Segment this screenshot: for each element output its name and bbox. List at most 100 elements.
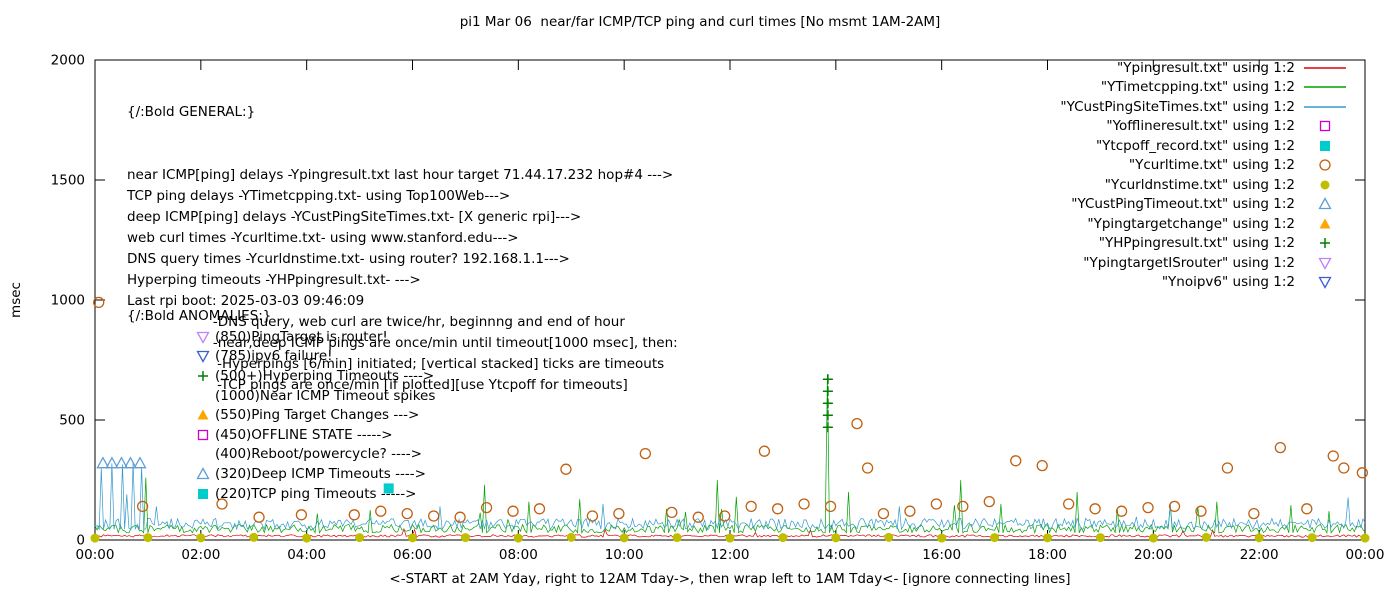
anomaly-text: (500+)Hyperping Timeouts ----> <box>215 367 435 384</box>
nabla-open-icon <box>195 348 215 364</box>
anomaly-text: (400)Reboot/powercycle? ----> <box>215 446 422 463</box>
anomaly-text: (850)PingTarget is router! <box>215 328 388 345</box>
x-tick-label: 02:00 <box>181 547 220 563</box>
anomaly-row: (220)TCP ping Timeouts -----> <box>195 484 435 504</box>
general-line: -near,deep ICMP pings are once/min until… <box>127 335 678 351</box>
circle-filled-icon <box>1302 177 1348 193</box>
series-line-YTimetcpping.txt <box>94 374 1366 535</box>
general-line: -TCP pings are once/min [if plotted][use… <box>127 377 628 393</box>
y-tick-label: 0 <box>76 533 85 549</box>
anomaly-row: (550)Ping Target Changes ---> <box>195 405 435 425</box>
legend-item: "YTimetcpping.txt" using 1:2 <box>1060 78 1348 98</box>
legend-label: "Yofflineresult.txt" using 1:2 <box>1106 118 1295 135</box>
general-line: TCP ping delays -YTimetcpping.txt- using… <box>127 188 511 204</box>
legend-item: "YCustPingSiteTimes.txt" using 1:2 <box>1060 97 1348 117</box>
general-line: DNS query times -Ycurldnstime.txt- using… <box>127 251 570 267</box>
legend-label: "YCustPingTimeout.txt" using 1:2 <box>1071 196 1295 213</box>
legend-item: "Ycurldnstime.txt" using 1:2 <box>1060 175 1348 195</box>
square-open-icon <box>195 427 215 443</box>
y-tick-label: 1500 <box>51 173 85 189</box>
general-line: -DNS query, web curl are twice/hr, begin… <box>127 314 625 330</box>
anomalies-heading: {/:Bold ANOMALIES:} <box>127 308 272 324</box>
anomaly-row: (450)OFFLINE STATE -----> <box>195 425 435 445</box>
triangle-filled-icon <box>1302 216 1348 232</box>
x-tick-label: 06:00 <box>393 547 432 563</box>
legend-label: "Ytcpoff_record.txt" using 1:2 <box>1095 137 1295 154</box>
x-tick-label: 16:00 <box>922 547 961 563</box>
x-tick-label: 10:00 <box>605 547 644 563</box>
anomaly-text: (320)Deep ICMP Timeouts ----> <box>215 465 426 482</box>
x-tick-label: 18:00 <box>1028 547 1067 563</box>
anomaly-text: (450)OFFLINE STATE -----> <box>215 426 393 443</box>
circle-open-icon <box>1302 157 1348 173</box>
y-tick-label: 2000 <box>51 53 85 69</box>
anomaly-text: (1000)Near ICMP Timeout spikes <box>215 387 436 404</box>
general-line: -Hyperpings [6/min] initiated; [vertical… <box>127 356 665 372</box>
anomaly-text: (220)TCP ping Timeouts -----> <box>215 485 417 502</box>
general-line: web curl times -Ycurltime.txt- using www… <box>127 230 519 246</box>
legend-label: "YHPpingresult.txt" using 1:2 <box>1098 235 1295 252</box>
x-tick-label: 14:00 <box>816 547 855 563</box>
legend-item: "Ynoipv6" using 1:2 <box>1060 273 1348 293</box>
nabla-open-icon <box>1302 255 1348 271</box>
anomaly-text: (785)ipv6 failure! <box>215 348 333 365</box>
legend-item: "Ypingtargetchange" using 1:2 <box>1060 214 1348 234</box>
legend-label: "YCustPingSiteTimes.txt" using 1:2 <box>1060 98 1295 115</box>
series-scatter-Ycurltime.txt <box>93 296 1369 523</box>
triangle-filled-icon <box>195 407 215 423</box>
legend-item: "Ypingresult.txt" using 1:2 <box>1060 58 1348 78</box>
general-line: near ICMP[ping] delays -Ypingresult.txt … <box>127 167 674 183</box>
legend-label: "YTimetcpping.txt" using 1:2 <box>1100 79 1295 96</box>
general-line: deep ICMP[ping] delays -YCustPingSiteTim… <box>127 209 582 225</box>
plus-icon <box>195 368 215 384</box>
general-heading: {/:Bold GENERAL:} <box>127 104 256 120</box>
general-annotation-block: {/:Bold GENERAL:} near ICMP[ping] delays… <box>127 60 678 438</box>
legend-item: "Yofflineresult.txt" using 1:2 <box>1060 117 1348 137</box>
line-sample <box>1302 79 1348 95</box>
legend-item: "YpingtargetISrouter" using 1:2 <box>1060 253 1348 273</box>
y-tick-label: 500 <box>59 413 85 429</box>
legend-item: "Ytcpoff_record.txt" using 1:2 <box>1060 136 1348 156</box>
nabla-open-icon <box>1302 274 1348 290</box>
square-open-icon <box>1302 118 1348 134</box>
legend-item: "YHPpingresult.txt" using 1:2 <box>1060 234 1348 254</box>
series-scatter-YHPpingresult.txt <box>822 374 833 433</box>
square-filled-icon <box>1302 138 1348 154</box>
general-lines: near ICMP[ping] delays -Ypingresult.txt … <box>127 165 678 396</box>
x-tick-label: 00:00 <box>1346 547 1385 563</box>
marker-spacer <box>195 388 215 404</box>
legend-item: "YCustPingTimeout.txt" using 1:2 <box>1060 195 1348 215</box>
x-axis-label: <-START at 2AM Yday, right to 12AM Tday-… <box>389 571 1071 587</box>
anomaly-row: (320)Deep ICMP Timeouts ----> <box>195 464 435 484</box>
anomaly-text: (550)Ping Target Changes ---> <box>215 407 420 424</box>
x-tick-label: 12:00 <box>711 547 750 563</box>
square-filled-icon <box>195 486 215 502</box>
nabla-open-icon <box>195 329 215 345</box>
x-tick-label: 08:00 <box>499 547 538 563</box>
series-scatter-YCustPingTimeout.txt <box>96 456 147 469</box>
legend-label: "YpingtargetISrouter" using 1:2 <box>1083 254 1295 271</box>
line-sample <box>1302 60 1348 76</box>
chart-title: pi1 Mar 06 near/far ICMP/TCP ping and cu… <box>459 14 941 30</box>
legend-label: "Ypingtargetchange" using 1:2 <box>1087 215 1295 232</box>
legend-label: "Ycurldnstime.txt" using 1:2 <box>1104 176 1295 193</box>
triangle-open-icon <box>1302 196 1348 212</box>
line-sample <box>1302 99 1348 115</box>
legend: "Ypingresult.txt" using 1:2 "YTimetcpping… <box>1060 58 1348 292</box>
series-scatter-Ytcpoff_record.txt <box>383 483 394 494</box>
x-tick-label: 22:00 <box>1240 547 1279 563</box>
y-tick-label: 1000 <box>51 293 85 309</box>
anomaly-row: (1000)Near ICMP Timeout spikes <box>195 386 435 406</box>
anomaly-row: (850)PingTarget is router! <box>195 327 435 347</box>
anomaly-row: (500+)Hyperping Timeouts ----> <box>195 366 435 386</box>
series-line-YCustPingSiteTimes.txt <box>94 461 1366 531</box>
general-line: Hyperping timeouts -YHPpingresult.txt- -… <box>127 272 421 288</box>
x-tick-label: 04:00 <box>287 547 326 563</box>
anomaly-row: (400)Reboot/powercycle? ----> <box>195 445 435 465</box>
general-line: Last rpi boot: 2025-03-03 09:46:09 <box>127 293 365 309</box>
plus-icon <box>1302 235 1348 251</box>
anomaly-row: (785)ipv6 failure! <box>195 347 435 367</box>
legend-label: "Ynoipv6" using 1:2 <box>1161 274 1295 291</box>
